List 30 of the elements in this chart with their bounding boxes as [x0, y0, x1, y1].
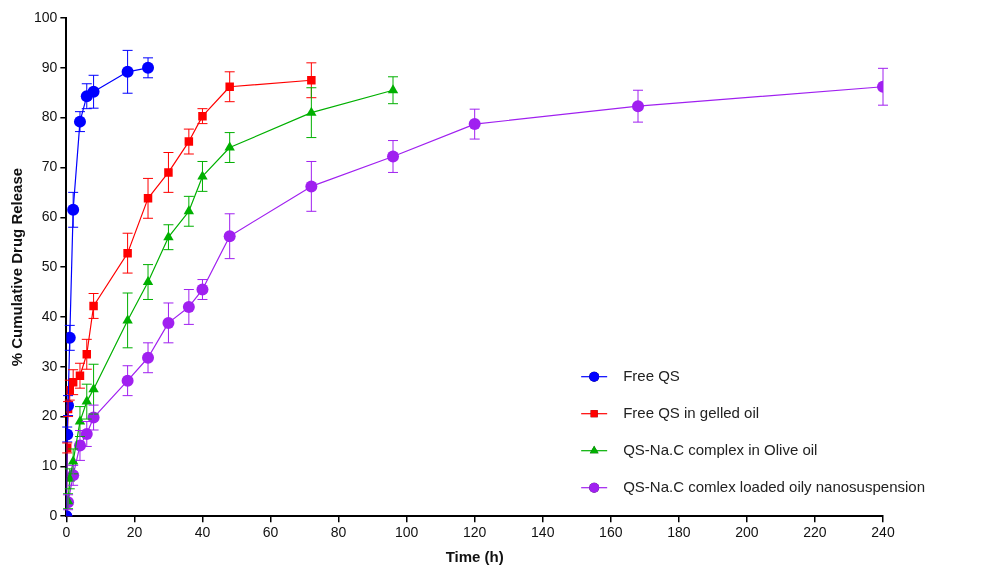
x-tick-label: 140 — [531, 524, 555, 541]
x-tick-label: 0 — [62, 524, 71, 541]
y-tick-label: 30 — [41, 357, 58, 374]
x-tick-label: 220 — [803, 524, 827, 541]
x-tick-label: 120 — [463, 524, 487, 541]
legend-label: Free QS in gelled oil — [623, 403, 760, 421]
y-tick-label: 40 — [41, 307, 58, 324]
y-axis-title: % Cumulative Drug Release — [8, 167, 26, 367]
x-tick-label: 100 — [394, 524, 419, 541]
y-tick-label: 50 — [41, 257, 58, 274]
x-tick-label: 60 — [262, 524, 279, 541]
x-axis-title: Time (h) — [445, 548, 504, 566]
y-tick-label: 60 — [41, 208, 58, 225]
y-tick-label: 10 — [41, 457, 58, 474]
x-tick-label: 200 — [735, 524, 759, 541]
legend-label: QS-Na.C complex in Olive oil — [623, 440, 818, 458]
y-tick-label: 80 — [41, 108, 58, 125]
x-tick-label: 20 — [126, 524, 143, 541]
x-tick-label: 180 — [667, 524, 691, 541]
x-tick-label: 80 — [330, 524, 347, 541]
legend-label: QS-Na.C comlex loaded oily nanosuspension — [623, 477, 926, 495]
y-tick-label: 70 — [41, 158, 58, 175]
y-tick-label: 20 — [41, 407, 58, 424]
x-tick-label: 40 — [194, 524, 211, 541]
y-tick-label: 0 — [49, 507, 58, 524]
y-tick-label: 100 — [34, 8, 58, 25]
legend-label: Free QS — [623, 366, 680, 384]
x-tick-label: 240 — [871, 524, 895, 541]
y-tick-label: 90 — [41, 58, 58, 75]
x-tick-label: 160 — [599, 524, 623, 541]
